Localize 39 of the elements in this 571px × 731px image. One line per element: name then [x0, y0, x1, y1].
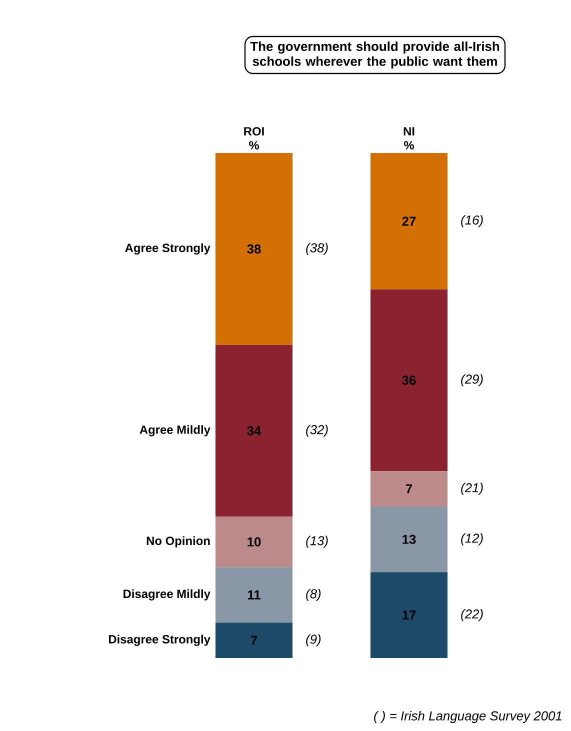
bar: [216, 567, 292, 623]
annotation: (9): [306, 634, 321, 646]
annotation: (21): [461, 482, 483, 495]
annotation: (38): [306, 242, 328, 255]
annotation: (16): [461, 215, 483, 228]
annotation: (12): [461, 533, 483, 546]
bar: [370, 152, 448, 290]
data-label: 38: [247, 244, 261, 254]
data-label: 10: [248, 537, 261, 546]
data-label: 36: [402, 376, 416, 385]
data-label: 17: [402, 610, 416, 620]
bar: [216, 622, 292, 658]
series-label: Agree Mildly: [140, 425, 210, 436]
annotation: (22): [461, 609, 483, 622]
bar: [370, 289, 448, 472]
x-tick-label: ROI %: [244, 127, 264, 150]
annotation: (29): [461, 374, 483, 386]
series-label: Disagree Strongly: [108, 634, 210, 646]
chart-title: The government should provide all-Irish schools wherever the public want them: [250, 41, 500, 68]
data-label: 13: [402, 534, 416, 544]
bar: [370, 572, 448, 658]
series-label: No Opinion: [146, 536, 210, 548]
bar: [370, 506, 448, 572]
x-tick-label: NI %: [404, 127, 414, 150]
data-label: 27: [402, 216, 416, 226]
annotation: (13): [306, 536, 328, 548]
data-label: 34: [247, 426, 262, 436]
data-label: 7: [406, 484, 412, 494]
data-label: 7: [250, 636, 258, 645]
series-label: Agree Strongly: [125, 243, 210, 255]
series-label: Disagree Mildly: [124, 589, 210, 600]
annotation: (32): [306, 424, 328, 437]
bar: [216, 344, 292, 517]
bar: [370, 471, 448, 506]
text: ( ) = Irish Language Survey 2001: [374, 710, 562, 724]
annotation: (8): [306, 588, 321, 601]
bar: [216, 152, 292, 345]
data-label: 11: [248, 590, 260, 600]
bar: [216, 516, 292, 568]
